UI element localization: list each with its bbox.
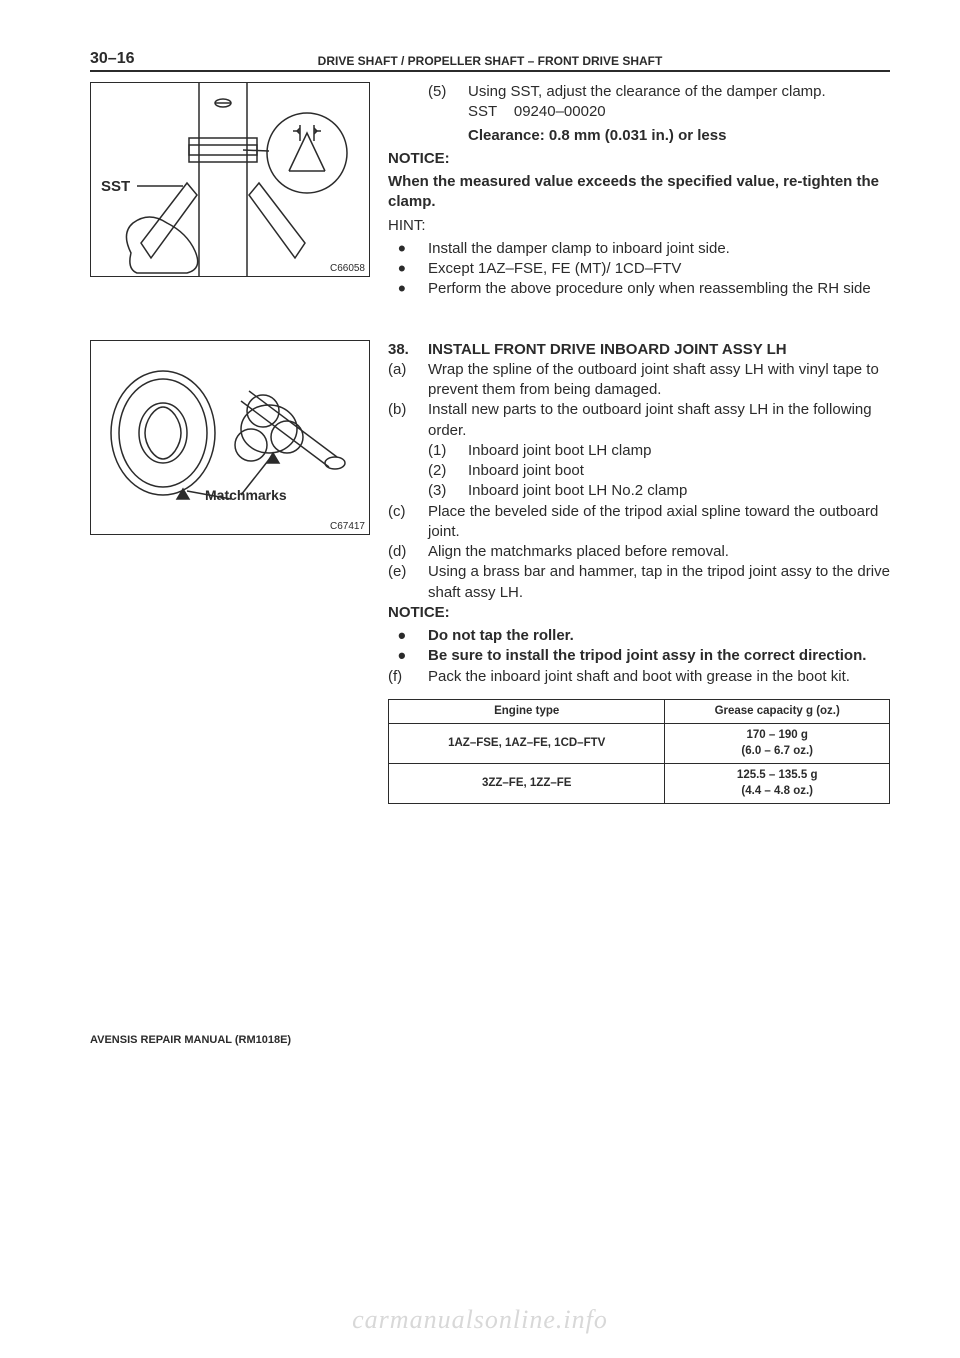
table-cell: 3ZZ–FE, 1ZZ–FE: [389, 764, 665, 804]
table-row: 3ZZ–FE, 1ZZ–FE 125.5 – 135.5 g(4.4 – 4.8…: [389, 764, 890, 804]
table-cell: 125.5 – 135.5 g(4.4 – 4.8 oz.): [665, 764, 890, 804]
substep-marker: (d): [388, 542, 428, 562]
watermark: carmanualsonline.info: [0, 1305, 960, 1335]
step-number: 38.: [388, 340, 428, 360]
bullet-text: Install the damper clamp to inboard join…: [428, 239, 730, 259]
bullet-icon: •: [398, 646, 428, 666]
notice-bullet: Do not tap the roller.: [428, 626, 574, 646]
instruction-block-1: (5)Using SST, adjust the clearance of th…: [388, 82, 890, 300]
substep-text: Using a brass bar and hammer, tap in the…: [428, 562, 890, 603]
sst-label: SST: [468, 103, 497, 120]
step-text: Using SST, adjust the clearance of the d…: [468, 82, 826, 102]
grease-capacity-table: Engine type Grease capacity g (oz.) 1AZ–…: [388, 699, 890, 805]
manual-footer: AVENSIS REPAIR MANUAL (RM1018E): [90, 1034, 890, 1046]
substep-marker: (b): [388, 400, 428, 441]
hint-label: HINT:: [388, 216, 890, 236]
substep-text: Align the matchmarks placed before remov…: [428, 542, 729, 562]
substep-text: Install new parts to the outboard joint …: [428, 400, 890, 441]
instruction-block-2: 38.INSTALL FRONT DRIVE INBOARD JOINT ASS…: [388, 340, 890, 805]
substep-marker: (e): [388, 562, 428, 603]
figure-matchmarks: Matchmarks C67417: [90, 340, 370, 535]
subnum-marker: (2): [428, 461, 468, 481]
clearance-spec: Clearance: 0.8 mm (0.031 in.) or less: [388, 126, 890, 146]
table-cell: 170 – 190 g(6.0 – 6.7 oz.): [665, 724, 890, 764]
substep-text: Place the beveled side of the tripod axi…: [428, 502, 890, 543]
subnum-marker: (1): [428, 441, 468, 461]
table-cell: 1AZ–FSE, 1AZ–FE, 1CD–FTV: [389, 724, 665, 764]
substep-marker: (a): [388, 360, 428, 401]
table-header: Grease capacity g (oz.): [665, 699, 890, 724]
step-marker: (5): [428, 82, 468, 102]
bullet-text: Perform the above procedure only when re…: [428, 279, 871, 299]
notice-label: NOTICE:: [388, 603, 890, 623]
subnum-text: Inboard joint boot LH No.2 clamp: [468, 481, 687, 501]
bullet-text: Except 1AZ–FSE, FE (MT)/ 1CD–FTV: [428, 259, 681, 279]
sst-number: 09240–00020: [514, 103, 606, 120]
table-header: Engine type: [389, 699, 665, 724]
figure-sst-clamp: SST C66058: [90, 82, 370, 277]
figure-label-sst: SST: [101, 178, 130, 195]
figure-caption: C66058: [330, 263, 365, 274]
subnum-marker: (3): [428, 481, 468, 501]
bullet-icon: •: [398, 279, 428, 299]
substep-text: Wrap the spline of the outboard joint sh…: [428, 360, 890, 401]
substep-marker: (c): [388, 502, 428, 543]
subnum-text: Inboard joint boot LH clamp: [468, 441, 651, 461]
substep-marker: (f): [388, 667, 428, 687]
subnum-text: Inboard joint boot: [468, 461, 584, 481]
substep-text: Pack the inboard joint shaft and boot wi…: [428, 667, 850, 687]
figure-caption: C67417: [330, 521, 365, 532]
notice-label: NOTICE:: [388, 149, 890, 169]
notice-text: When the measured value exceeds the spec…: [388, 172, 890, 213]
figure-label-matchmarks: Matchmarks: [205, 487, 287, 503]
table-row: 1AZ–FSE, 1AZ–FE, 1CD–FTV 170 – 190 g(6.0…: [389, 724, 890, 764]
notice-bullet: Be sure to install the tripod joint assy…: [428, 646, 866, 666]
section-title: DRIVE SHAFT / PROPELLER SHAFT – FRONT DR…: [90, 54, 890, 72]
step-title: INSTALL FRONT DRIVE INBOARD JOINT ASSY L…: [428, 340, 787, 360]
